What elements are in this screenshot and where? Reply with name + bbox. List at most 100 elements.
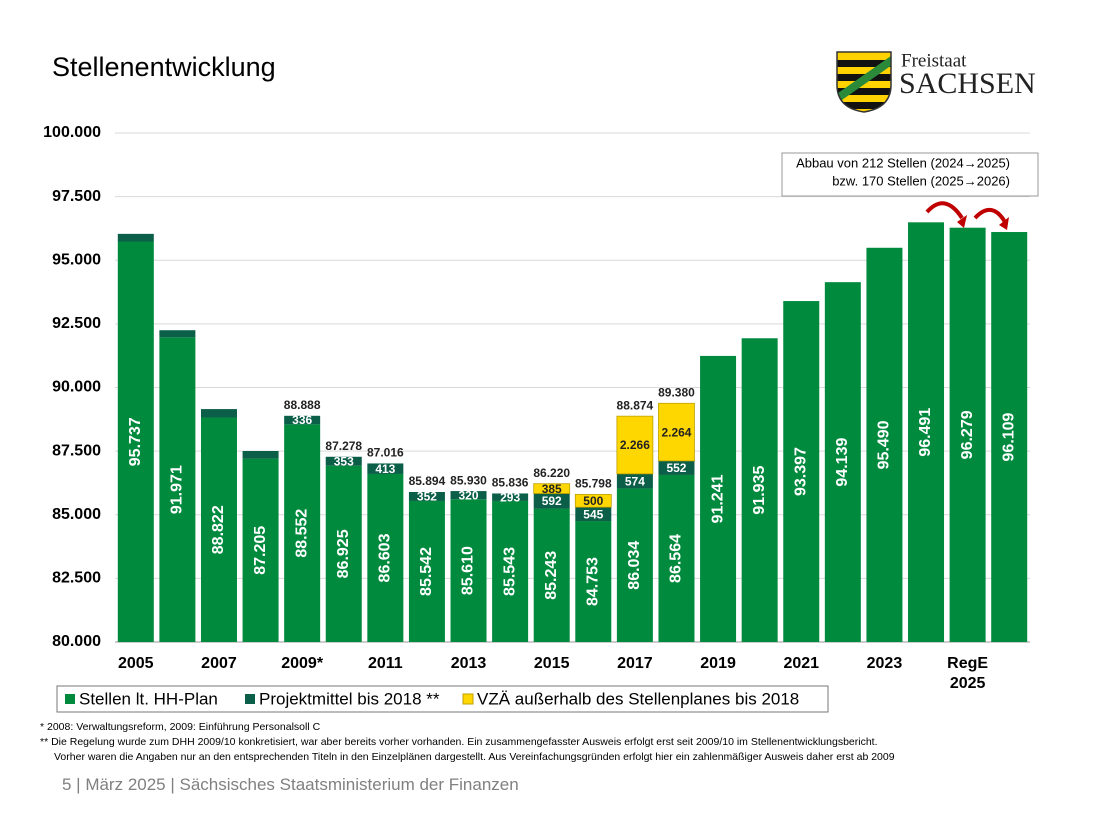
value-label: 88.822 <box>210 505 227 554</box>
chart: 80.000 82.500 85.000 87.500 90.000 92.500 95.0… <box>43 124 1039 713</box>
footnote: * 2008: Verwaltungsreform, 2009: Einführ… <box>40 721 321 733</box>
value-label: 95.737 <box>127 417 144 466</box>
total-label: 85.836 <box>492 476 529 490</box>
x-tick-label: 2009* <box>281 655 324 672</box>
arrow <box>925 201 964 220</box>
x-tick-label: 2021 <box>783 655 819 672</box>
footnote: ** Die Regelung wurde zum DHH 2009/10 ko… <box>40 736 878 748</box>
bar-segment <box>242 450 279 459</box>
value-label: 85.610 <box>460 546 477 595</box>
logo-line2: SACHSEN <box>899 67 1036 100</box>
y-tick-label: 90.000 <box>52 379 101 396</box>
footnote: Vorher waren die Angaben nur an den ents… <box>54 751 895 763</box>
bar-segment <box>658 402 695 462</box>
legend-label: VZÄ außerhalb des Stellenplanes bis 2018 <box>477 689 799 708</box>
footer: 5 | März 2025 | Sächsisches Staatsminist… <box>62 775 519 794</box>
legend-box <box>56 685 829 713</box>
value-label: 86.564 <box>668 534 685 583</box>
bar-segment <box>450 499 487 642</box>
value-label: 91.241 <box>709 474 726 523</box>
value-label: 85.542 <box>418 547 435 596</box>
value-label: 88.552 <box>293 509 310 558</box>
value-label: 574 <box>625 474 645 488</box>
legend-swatch <box>462 693 474 705</box>
value-label: 86.925 <box>335 529 352 578</box>
arrow <box>973 208 1007 224</box>
x-tick-label: 2011 <box>368 655 403 672</box>
value-label: 85.243 <box>543 551 560 600</box>
value-label: 2.264 <box>661 425 691 439</box>
value-label: 385 <box>542 482 562 496</box>
value-label: 96.491 <box>917 408 934 457</box>
bar-segment <box>700 355 737 642</box>
legend-swatch <box>65 694 75 704</box>
bar-segment <box>492 500 529 642</box>
y-tick-label: 85.000 <box>52 506 101 523</box>
bar-segment <box>284 424 321 642</box>
total-label: 85.894 <box>409 474 446 488</box>
bar-segment <box>325 456 362 466</box>
bar-segment <box>949 227 986 642</box>
value-label: 93.397 <box>792 447 809 496</box>
value-label: 353 <box>334 454 354 468</box>
arrow-head <box>957 215 967 228</box>
value-label: 87.205 <box>252 526 269 575</box>
value-label: 86.034 <box>626 541 643 590</box>
x-tick-label: 2007 <box>201 655 237 672</box>
x-tick-label: 2023 <box>867 655 903 672</box>
bar-segment <box>616 473 653 489</box>
value-label: 86.603 <box>377 533 394 582</box>
value-label: 96.279 <box>959 410 976 459</box>
x-tick-label: 2019 <box>700 655 736 672</box>
total-label: 87.016 <box>367 446 404 460</box>
bar-segment <box>575 521 612 642</box>
bar-segment <box>533 493 570 509</box>
bar-segment <box>991 232 1028 643</box>
value-label: 336 <box>292 413 312 427</box>
value-label: 293 <box>500 490 520 504</box>
bar-segment <box>450 491 487 500</box>
page-title: Stellenentwicklung <box>52 52 276 82</box>
total-label: 89.380 <box>658 385 695 399</box>
x-tick-label: RegE 2025 <box>947 655 988 692</box>
bar-segment <box>367 463 404 474</box>
value-label: 352 <box>417 490 437 504</box>
footnotes: * 2008: Verwaltungsreform, 2009: Einführ… <box>40 720 895 765</box>
bar-segment <box>575 507 612 522</box>
bar-segment <box>408 500 445 642</box>
x-tick-label: 2017 <box>617 655 653 672</box>
bar-segment <box>159 337 196 642</box>
bar-segment <box>325 465 362 642</box>
annotation-box <box>781 152 1039 197</box>
bar-segment <box>492 493 529 501</box>
value-label: 500 <box>583 494 603 508</box>
x-tick-label-line: 2025 <box>950 675 986 692</box>
y-tick-label: 87.500 <box>52 442 101 459</box>
bar-segment <box>200 409 237 418</box>
value-label: 320 <box>459 488 479 502</box>
bar-segment <box>408 491 445 501</box>
bar-segment <box>200 417 237 642</box>
value-label: 413 <box>375 462 395 476</box>
y-tick-label: 97.500 <box>52 188 101 205</box>
y-tick-label: 80.000 <box>52 633 101 650</box>
bar-segment <box>616 488 653 642</box>
value-label: 95.490 <box>876 420 893 469</box>
bar-segment <box>824 282 861 642</box>
legend-swatch <box>245 694 255 704</box>
value-label: 91.935 <box>751 466 768 515</box>
logo: Freistaat SACHSEN <box>836 50 1036 113</box>
bar-segment <box>159 330 196 338</box>
bar-segment <box>574 494 612 508</box>
total-label: 85.930 <box>450 473 487 487</box>
x-tick-label: 2013 <box>451 655 487 672</box>
bar-segment <box>783 301 820 642</box>
total-label: 88.888 <box>284 398 321 412</box>
total-label: 87.278 <box>325 439 362 453</box>
legend-label: Projektmittel bis 2018 ** <box>259 689 440 708</box>
bar-segment <box>533 508 570 642</box>
total-label: 86.220 <box>533 466 570 480</box>
bar-segment <box>533 483 571 494</box>
arrow-head <box>999 217 1009 230</box>
y-tick-label: 82.500 <box>52 570 101 587</box>
